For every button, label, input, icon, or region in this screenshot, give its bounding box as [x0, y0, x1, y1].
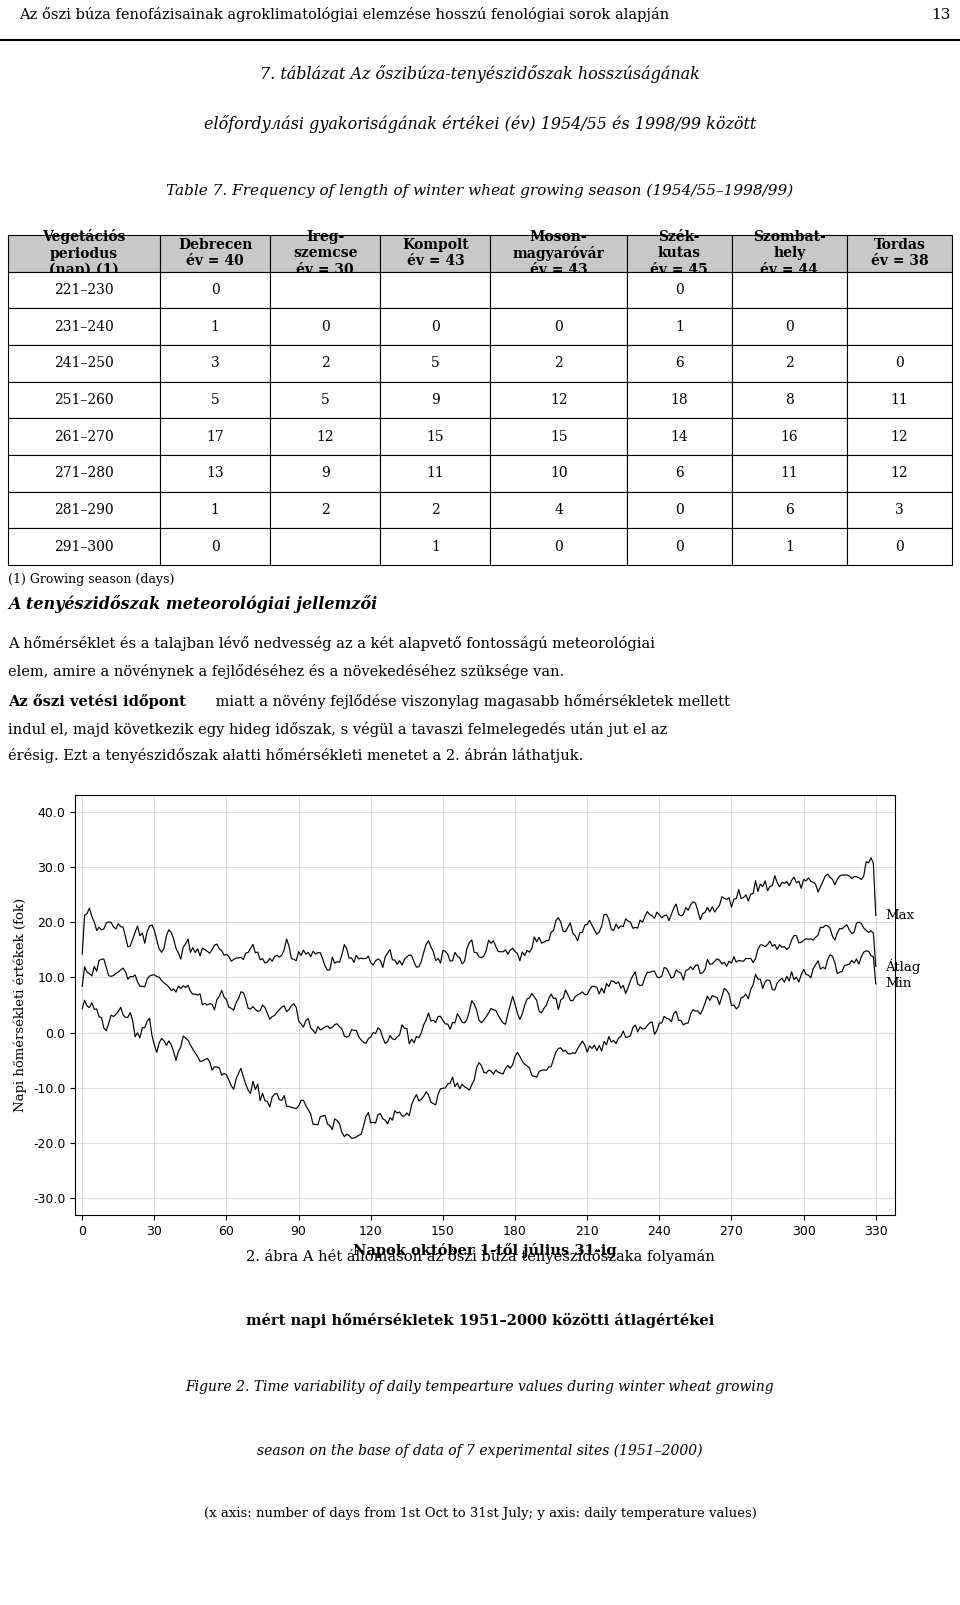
Text: Max: Max — [885, 908, 915, 921]
Text: A hőmérséklet és a talajban lévő nedvesség az a két alapvető fontosságú meteorol: A hőmérséklet és a talajban lévő nedvess… — [8, 636, 655, 652]
Text: (1) Growing season (days): (1) Growing season (days) — [8, 573, 175, 586]
X-axis label: Napok október 1-től július 31-ig: Napok október 1-től július 31-ig — [353, 1244, 617, 1258]
Text: elem, amire a növénynek a fejlődéséhez és a növekedéséhez szüksége van.: elem, amire a növénynek a fejlődéséhez é… — [8, 664, 564, 679]
Text: indul el, majd következik egy hideg időszak, s végül a tavaszi felmelegedés után: indul el, majd következik egy hideg idős… — [8, 722, 667, 737]
Text: Az őszi vetési időpont: Az őszi vetési időpont — [8, 693, 186, 709]
Text: 13: 13 — [931, 8, 950, 22]
Text: mért napi hőmérsékletek 1951–2000 közötti átlagértékei: mért napi hőmérsékletek 1951–2000 között… — [246, 1313, 714, 1327]
Text: A tenyészidőszak meteorológiai jellemzői: A tenyészidőszak meteorológiai jellemzői — [8, 595, 377, 613]
Y-axis label: Napi hőmérsékleti értékek (fok): Napi hőmérsékleti értékek (fok) — [13, 897, 27, 1112]
Text: 2. ábra A hét állomáson az őszi búza tenyészidőszaka folyamán: 2. ábra A hét állomáson az őszi búza ten… — [246, 1249, 714, 1263]
Text: season on the base of data of 7 experimental sites (1951–2000): season on the base of data of 7 experime… — [257, 1444, 703, 1457]
Text: Table 7. Frequency of length of winter wheat growing season (1954/55–1998/99): Table 7. Frequency of length of winter w… — [166, 183, 794, 197]
Text: miatt a növény fejlődése viszonylag magasabb hőmérsékletek mellett: miatt a növény fejlődése viszonylag maga… — [211, 693, 730, 709]
Text: előfordулási gyakoriságának értékei (év) 1954/55 és 1998/99 között: előfordулási gyakoriságának értékei (év)… — [204, 114, 756, 133]
Text: (x axis: number of days from 1st Oct to 31st July; y axis: daily temperature val: (x axis: number of days from 1st Oct to … — [204, 1507, 756, 1520]
Text: érésig. Ezt a tenyészidőszak alatti hőmérsékleti menetet a 2. ábrán láthatjuk.: érésig. Ezt a tenyészidőszak alatti hőmé… — [8, 748, 584, 764]
Text: 7. táblázat Az őszibúza-tenyészidőszak hosszúságának: 7. táblázat Az őszibúza-tenyészidőszak h… — [260, 64, 700, 83]
Text: Átlag: Átlag — [885, 958, 921, 974]
Text: Figure 2. Time variability of daily tempearture values during winter wheat growi: Figure 2. Time variability of daily temp… — [185, 1380, 775, 1395]
Text: Min: Min — [885, 977, 912, 990]
Text: Az őszi búza fenofázisainak agroklimatológiai elemzése hosszú fenológiai sorok a: Az őszi búza fenofázisainak agroklimatol… — [19, 6, 669, 22]
